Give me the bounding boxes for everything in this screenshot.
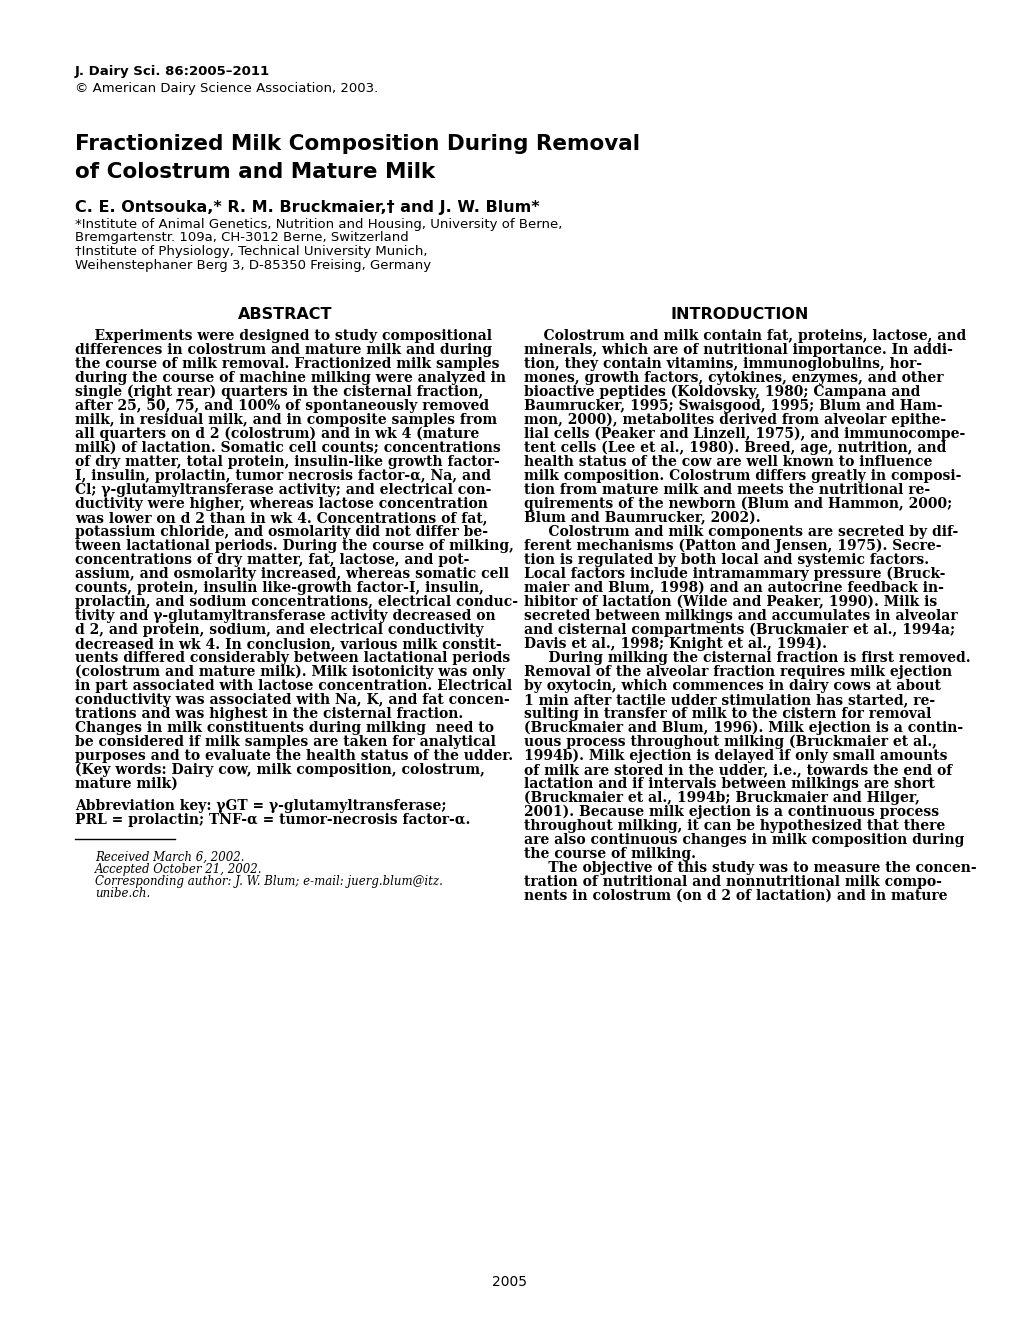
Text: †Institute of Physiology, Technical University Munich,: †Institute of Physiology, Technical Univ… <box>75 246 427 257</box>
Text: Corresponding author: J. W. Blum; e-mail: juerg.blum@itz.: Corresponding author: J. W. Blum; e-mail… <box>95 875 442 888</box>
Text: tent cells (Lee et al., 1980). Breed, age, nutrition, and: tent cells (Lee et al., 1980). Breed, ag… <box>524 441 946 455</box>
Text: Colostrum and milk contain fat, proteins, lactose, and: Colostrum and milk contain fat, proteins… <box>524 329 965 343</box>
Text: uents differed considerably between lactational periods: uents differed considerably between lact… <box>75 651 510 665</box>
Text: ferent mechanisms (Patton and Jensen, 1975). Secre-: ferent mechanisms (Patton and Jensen, 19… <box>524 539 941 553</box>
Text: tivity and γ-glutamyltransferase activity decreased on: tivity and γ-glutamyltransferase activit… <box>75 609 495 623</box>
Text: decreased in wk 4. In conclusion, various milk constit-: decreased in wk 4. In conclusion, variou… <box>75 638 501 651</box>
Text: Colostrum and milk components are secreted by dif-: Colostrum and milk components are secret… <box>524 525 957 539</box>
Text: C. E. Ontsouka,* R. M. Bruckmaier,† and J. W. Blum*: C. E. Ontsouka,* R. M. Bruckmaier,† and … <box>75 201 539 215</box>
Text: ABSTRACT: ABSTRACT <box>238 308 332 322</box>
Text: J. Dairy Sci. 86:2005–2011: J. Dairy Sci. 86:2005–2011 <box>75 65 270 78</box>
Text: Abbreviation key: γGT = γ-glutamyltransferase;: Abbreviation key: γGT = γ-glutamyltransf… <box>75 799 446 813</box>
Text: uous process throughout milking (Bruckmaier et al.,: uous process throughout milking (Bruckma… <box>524 735 936 750</box>
Text: conductivity was associated with Na, K, and fat concen-: conductivity was associated with Na, K, … <box>75 693 510 708</box>
Text: Accepted October 21, 2002.: Accepted October 21, 2002. <box>95 863 262 876</box>
Text: (Key words: Dairy cow, milk composition, colostrum,: (Key words: Dairy cow, milk composition,… <box>75 763 484 777</box>
Text: Cl; γ-glutamyltransferase activity; and electrical con-: Cl; γ-glutamyltransferase activity; and … <box>75 483 491 498</box>
Text: Received March 6, 2002.: Received March 6, 2002. <box>95 851 245 865</box>
Text: was lower on d 2 than in wk 4. Concentrations of fat,: was lower on d 2 than in wk 4. Concentra… <box>75 511 487 525</box>
Text: prolactin, and sodium concentrations, electrical conduc-: prolactin, and sodium concentrations, el… <box>75 595 518 609</box>
Text: lial cells (Peaker and Linzell, 1975), and immunocompe-: lial cells (Peaker and Linzell, 1975), a… <box>524 426 964 441</box>
Text: During milking the cisternal fraction is first removed.: During milking the cisternal fraction is… <box>524 651 970 665</box>
Text: Bremgartenstr. 109a, CH-3012 Berne, Switzerland: Bremgartenstr. 109a, CH-3012 Berne, Swit… <box>75 231 409 244</box>
Text: 1994b). Milk ejection is delayed if only small amounts: 1994b). Milk ejection is delayed if only… <box>524 748 947 763</box>
Text: after 25, 50, 75, and 100% of spontaneously removed: after 25, 50, 75, and 100% of spontaneou… <box>75 399 489 413</box>
Text: tion is regulated by both local and systemic factors.: tion is regulated by both local and syst… <box>524 553 928 568</box>
Text: counts, protein, insulin like-growth factor-I, insulin,: counts, protein, insulin like-growth fac… <box>75 581 483 595</box>
Text: of Colostrum and Mature Milk: of Colostrum and Mature Milk <box>75 162 435 182</box>
Text: ductivity were higher, whereas lactose concentration: ductivity were higher, whereas lactose c… <box>75 498 487 511</box>
Text: mature milk): mature milk) <box>75 777 177 791</box>
Text: Removal of the alveolar fraction requires milk ejection: Removal of the alveolar fraction require… <box>524 665 951 678</box>
Text: tween lactational periods. During the course of milking,: tween lactational periods. During the co… <box>75 539 514 553</box>
Text: © American Dairy Science Association, 2003.: © American Dairy Science Association, 20… <box>75 82 378 95</box>
Text: of milk are stored in the udder, i.e., towards the end of: of milk are stored in the udder, i.e., t… <box>524 763 952 777</box>
Text: (Bruckmaier et al., 1994b; Bruckmaier and Hilger,: (Bruckmaier et al., 1994b; Bruckmaier an… <box>524 791 919 805</box>
Text: differences in colostrum and mature milk and during: differences in colostrum and mature milk… <box>75 343 491 356</box>
Text: tion, they contain vitamins, immunoglobulins, hor-: tion, they contain vitamins, immunoglobu… <box>524 356 921 371</box>
Text: maier and Blum, 1998) and an autocrine feedback in-: maier and Blum, 1998) and an autocrine f… <box>524 581 943 595</box>
Text: trations and was highest in the cisternal fraction.: trations and was highest in the cisterna… <box>75 708 463 721</box>
Text: concentrations of dry matter, fat, lactose, and pot-: concentrations of dry matter, fat, lacto… <box>75 553 469 568</box>
Text: minerals, which are of nutritional importance. In addi-: minerals, which are of nutritional impor… <box>524 343 952 356</box>
Text: assium, and osmolarity increased, whereas somatic cell: assium, and osmolarity increased, wherea… <box>75 568 508 581</box>
Text: (Bruckmaier and Blum, 1996). Milk ejection is a contin-: (Bruckmaier and Blum, 1996). Milk ejecti… <box>524 721 962 735</box>
Text: mones, growth factors, cytokines, enzymes, and other: mones, growth factors, cytokines, enzyme… <box>524 371 943 385</box>
Text: health status of the cow are well known to influence: health status of the cow are well known … <box>524 455 931 469</box>
Text: of dry matter, total protein, insulin-like growth factor-: of dry matter, total protein, insulin-li… <box>75 455 499 469</box>
Text: nents in colostrum (on d 2 of lactation) and in mature: nents in colostrum (on d 2 of lactation)… <box>524 888 947 903</box>
Text: 1 min after tactile udder stimulation has started, re-: 1 min after tactile udder stimulation ha… <box>524 693 934 708</box>
Text: Changes in milk constituents during milking  need to: Changes in milk constituents during milk… <box>75 721 493 735</box>
Text: be considered if milk samples are taken for analytical: be considered if milk samples are taken … <box>75 735 495 748</box>
Text: *Institute of Animal Genetics, Nutrition and Housing, University of Berne,: *Institute of Animal Genetics, Nutrition… <box>75 218 561 231</box>
Text: throughout milking, it can be hypothesized that there: throughout milking, it can be hypothesiz… <box>524 818 945 833</box>
Text: lactation and if intervals between milkings are short: lactation and if intervals between milki… <box>524 777 934 791</box>
Text: Davis et al., 1998; Knight et al., 1994).: Davis et al., 1998; Knight et al., 1994)… <box>524 638 826 651</box>
Text: PRL = prolactin; TNF-α = tumor-necrosis factor-α.: PRL = prolactin; TNF-α = tumor-necrosis … <box>75 813 470 828</box>
Text: 2005: 2005 <box>492 1275 527 1290</box>
Text: mon, 2000), metabolites derived from alveolar epithe-: mon, 2000), metabolites derived from alv… <box>524 413 946 428</box>
Text: The objective of this study was to measure the concen-: The objective of this study was to measu… <box>524 861 975 875</box>
Text: milk, in residual milk, and in composite samples from: milk, in residual milk, and in composite… <box>75 413 496 426</box>
Text: Experiments were designed to study compositional: Experiments were designed to study compo… <box>75 329 491 343</box>
Text: tion from mature milk and meets the nutritional re-: tion from mature milk and meets the nutr… <box>524 483 929 498</box>
Text: the course of milking.: the course of milking. <box>524 847 695 861</box>
Text: sulting in transfer of milk to the cistern for removal: sulting in transfer of milk to the ciste… <box>524 708 930 721</box>
Text: quirements of the newborn (Blum and Hammon, 2000;: quirements of the newborn (Blum and Hamm… <box>524 498 952 511</box>
Text: d 2, and protein, sodium, and electrical conductivity: d 2, and protein, sodium, and electrical… <box>75 623 483 638</box>
Text: are also continuous changes in milk composition during: are also continuous changes in milk comp… <box>524 833 963 847</box>
Text: purposes and to evaluate the health status of the udder.: purposes and to evaluate the health stat… <box>75 748 513 763</box>
Text: all quarters on d 2 (colostrum) and in wk 4 (mature: all quarters on d 2 (colostrum) and in w… <box>75 426 479 441</box>
Text: bioactive peptides (Koldovsky, 1980; Campana and: bioactive peptides (Koldovsky, 1980; Cam… <box>524 385 919 400</box>
Text: single (right rear) quarters in the cisternal fraction,: single (right rear) quarters in the cist… <box>75 385 483 400</box>
Text: milk composition. Colostrum differs greatly in composi-: milk composition. Colostrum differs grea… <box>524 469 961 483</box>
Text: during the course of machine milking were analyzed in: during the course of machine milking wer… <box>75 371 505 385</box>
Text: and cisternal compartments (Bruckmaier et al., 1994a;: and cisternal compartments (Bruckmaier e… <box>524 623 954 638</box>
Text: (colostrum and mature milk). Milk isotonicity was only: (colostrum and mature milk). Milk isoton… <box>75 665 504 680</box>
Text: by oxytocin, which commences in dairy cows at about: by oxytocin, which commences in dairy co… <box>524 678 940 693</box>
Text: Baumrucker, 1995; Swaisgood, 1995; Blum and Ham-: Baumrucker, 1995; Swaisgood, 1995; Blum … <box>524 399 942 413</box>
Text: Weihenstephaner Berg 3, D-85350 Freising, Germany: Weihenstephaner Berg 3, D-85350 Freising… <box>75 259 431 272</box>
Text: I, insulin, prolactin, tumor necrosis factor-α, Na, and: I, insulin, prolactin, tumor necrosis fa… <box>75 469 490 483</box>
Text: tration of nutritional and nonnutritional milk compo-: tration of nutritional and nonnutritiona… <box>524 875 941 888</box>
Text: milk) of lactation. Somatic cell counts; concentrations: milk) of lactation. Somatic cell counts;… <box>75 441 500 455</box>
Text: secreted between milkings and accumulates in alveolar: secreted between milkings and accumulate… <box>524 609 957 623</box>
Text: unibe.ch.: unibe.ch. <box>95 887 150 900</box>
Text: Blum and Baumrucker, 2002).: Blum and Baumrucker, 2002). <box>524 511 760 525</box>
Text: INTRODUCTION: INTRODUCTION <box>669 308 808 322</box>
Text: the course of milk removal. Fractionized milk samples: the course of milk removal. Fractionized… <box>75 356 499 371</box>
Text: Local factors include intramammary pressure (Bruck-: Local factors include intramammary press… <box>524 568 945 581</box>
Text: hibitor of lactation (Wilde and Peaker, 1990). Milk is: hibitor of lactation (Wilde and Peaker, … <box>524 595 936 610</box>
Text: Fractionized Milk Composition During Removal: Fractionized Milk Composition During Rem… <box>75 135 639 154</box>
Text: potassium chloride, and osmolarity did not differ be-: potassium chloride, and osmolarity did n… <box>75 525 487 539</box>
Text: in part associated with lactose concentration. Electrical: in part associated with lactose concentr… <box>75 678 512 693</box>
Text: 2001). Because milk ejection is a continuous process: 2001). Because milk ejection is a contin… <box>524 805 938 820</box>
